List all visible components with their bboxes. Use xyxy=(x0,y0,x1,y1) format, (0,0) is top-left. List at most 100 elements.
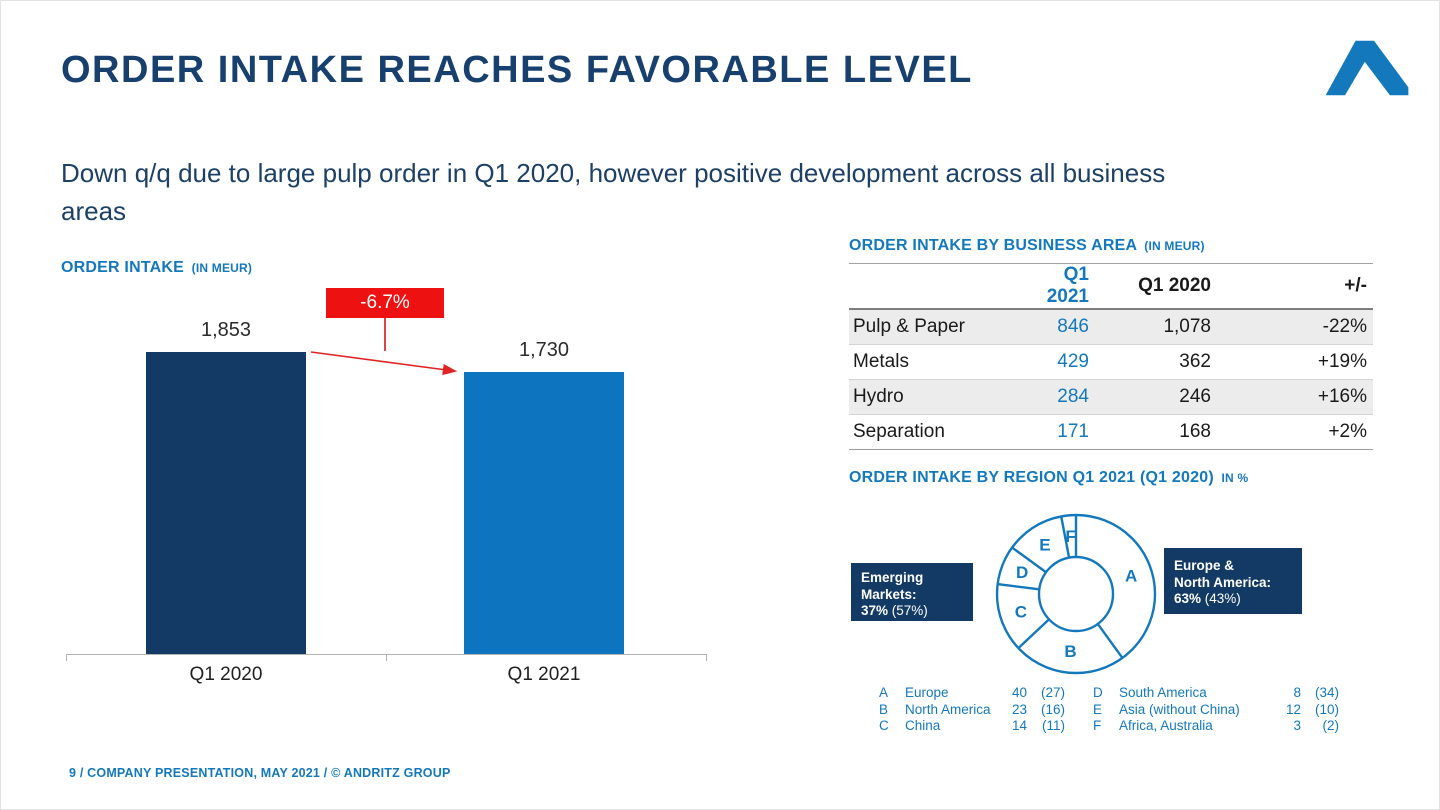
andritz-logo-icon xyxy=(1325,40,1409,96)
callout-value: 37% (57%) xyxy=(861,603,973,620)
category-label-q1-2021: Q1 2021 xyxy=(507,664,581,685)
legend-key: D xyxy=(1093,685,1103,700)
legend-prev-value: (16) xyxy=(1040,701,1065,717)
header-q1-2021: Q1 2021 xyxy=(1046,264,1089,307)
callout-line: Europe & xyxy=(1174,558,1235,573)
donut-segment-divider xyxy=(1011,546,1047,574)
callout-percent: 63% xyxy=(1174,591,1202,606)
subtitle-line-2: areas xyxy=(61,196,127,226)
callout-line: Emerging xyxy=(861,570,924,585)
table-cell: 1,078 xyxy=(1163,315,1211,337)
table-cell: +16% xyxy=(1317,385,1367,407)
donut-segment-label: F xyxy=(1065,527,1075,546)
business-area-heading: ORDER INTAKE BY BUSINESS AREA (IN MEUR) xyxy=(849,237,1205,255)
region-donut-chart: A B C DE F xyxy=(995,513,1157,675)
legend-prev-value: (34) xyxy=(1314,685,1339,700)
legend-item: B North America 23 (16) xyxy=(879,702,1065,719)
table-cell: Hydro xyxy=(853,385,904,407)
donut-segment-label: C xyxy=(1015,602,1027,621)
business-area-table: Q1 2021 Q1 2020 +/- Pulp & Paper 846 1,078… xyxy=(849,263,1373,450)
slide-footer: 9 / COMPANY PRESENTATION, MAY 2021 / © A… xyxy=(69,766,451,780)
callout-prev-percent: (57%) xyxy=(891,603,928,618)
legend-key: F xyxy=(1093,718,1102,733)
legend-prev-value: (10) xyxy=(1314,701,1339,717)
axis-tick xyxy=(706,654,707,661)
legend-key: C xyxy=(879,718,889,733)
emerging-markets-callout: Emerging Markets: 37% (57%) xyxy=(851,563,973,621)
table-cell: Separation xyxy=(853,420,945,442)
region-unit-label: IN % xyxy=(1221,471,1249,485)
business-area-unit-label: (IN MEUR) xyxy=(1144,239,1205,253)
legend-value: 12 xyxy=(1285,701,1301,717)
table-cell: 246 xyxy=(1179,385,1211,407)
donut-segment-divider xyxy=(1060,516,1071,558)
donut-segment-label: B xyxy=(1064,642,1076,661)
legend-column: A Europe 40 (27) B North America 23 (16) C China 1… xyxy=(879,685,1065,735)
table-cell: 846 xyxy=(1057,315,1089,337)
donut-segment-label: D xyxy=(1016,563,1028,582)
table-header-row: Q1 2021 Q1 2020 +/- xyxy=(849,263,1373,310)
europe-north-america-callout: Europe & North America: 63% (43%) xyxy=(1164,548,1302,614)
change-callout: -6.7% xyxy=(326,288,444,318)
callout-percent: 37% xyxy=(861,603,889,618)
legend-item: F Africa, Australia 3 (2) xyxy=(1093,718,1339,735)
legend-label: Asia (without China) xyxy=(1119,701,1240,717)
legend-prev-value: (11) xyxy=(1041,718,1065,733)
legend-value: 3 xyxy=(1293,718,1301,733)
legend-key: B xyxy=(879,701,889,717)
header-blank xyxy=(849,264,1029,310)
table-cell: 362 xyxy=(1179,350,1211,372)
legend-value: 14 xyxy=(1011,718,1027,733)
table-row: Hydro 284 246 +16% xyxy=(849,379,1373,414)
legend-column: D South America 8 (34) E Asia (without China)… xyxy=(1093,685,1339,735)
legend-value: 8 xyxy=(1293,685,1301,700)
bar-q1-2020 xyxy=(146,352,306,654)
callout-line: Markets: xyxy=(861,586,917,602)
bar-value-q1-2020: 1,853 xyxy=(200,319,252,341)
table-cell: -22% xyxy=(1322,315,1367,337)
donut-ring xyxy=(1037,555,1115,633)
slide-subtitle: Down q/q due to large pulp order in Q1 2… xyxy=(61,154,1165,230)
axis-tick xyxy=(66,654,67,661)
legend-label: China xyxy=(905,718,941,733)
legend-label: Europe xyxy=(905,685,949,700)
header-delta: +/- xyxy=(1344,275,1367,296)
table-row: Separation 171 168 +2% xyxy=(849,414,1373,449)
table-cell: Pulp & Paper xyxy=(853,315,965,337)
region-title: ORDER INTAKE BY REGION Q1 2021 (Q1 2020) xyxy=(849,469,1214,486)
bar-chart-title: ORDER INTAKE xyxy=(61,259,184,276)
legend-label: South America xyxy=(1119,685,1207,700)
region-legend: A Europe 40 (27) B North America 23 (16) C China 1… xyxy=(879,685,1339,735)
legend-label: North America xyxy=(905,701,991,717)
legend-key: A xyxy=(879,685,889,700)
legend-prev-value: (27) xyxy=(1040,685,1065,700)
table-row: Pulp & Paper 846 1,078 -22% xyxy=(849,309,1373,344)
donut-segment-divider xyxy=(997,582,1040,591)
table-cell: 429 xyxy=(1057,350,1089,372)
page-title: ORDER INTAKE REACHES FAVORABLE LEVEL xyxy=(61,49,973,91)
callout-line: North America: xyxy=(1174,574,1272,590)
legend-prev-value: (2) xyxy=(1322,718,1340,733)
table-cell: 168 xyxy=(1179,420,1211,442)
callout-prev-percent: (43%) xyxy=(1204,591,1241,606)
header-q1-2020: Q1 2020 xyxy=(1138,275,1211,296)
category-label-q1-2020: Q1 2020 xyxy=(189,664,263,685)
donut-segment-divider xyxy=(1096,623,1124,659)
legend-key: E xyxy=(1093,701,1103,717)
bar-chart-unit-label: (IN MEUR) xyxy=(191,261,253,275)
legend-item: A Europe 40 (27) xyxy=(879,685,1065,702)
donut-segment-divider xyxy=(1017,618,1050,649)
bar-value-q1-2021: 1,730 xyxy=(518,339,570,361)
legend-item: C China 14 (11) xyxy=(879,718,1065,735)
donut-segment-label: A xyxy=(1125,567,1137,586)
callout-value: 63% (43%) xyxy=(1174,591,1302,608)
legend-item: E Asia (without China) 12 (10) xyxy=(1093,702,1339,719)
donut-segment-label: E xyxy=(1039,536,1050,555)
legend-value: 23 xyxy=(1011,701,1027,717)
table-cell: +2% xyxy=(1328,420,1367,442)
axis-tick xyxy=(386,654,387,661)
bar-q1-2021 xyxy=(464,372,624,654)
table-row: Metals 429 362 +19% xyxy=(849,344,1373,379)
bar-chart-heading: ORDER INTAKE (IN MEUR) xyxy=(61,259,252,277)
